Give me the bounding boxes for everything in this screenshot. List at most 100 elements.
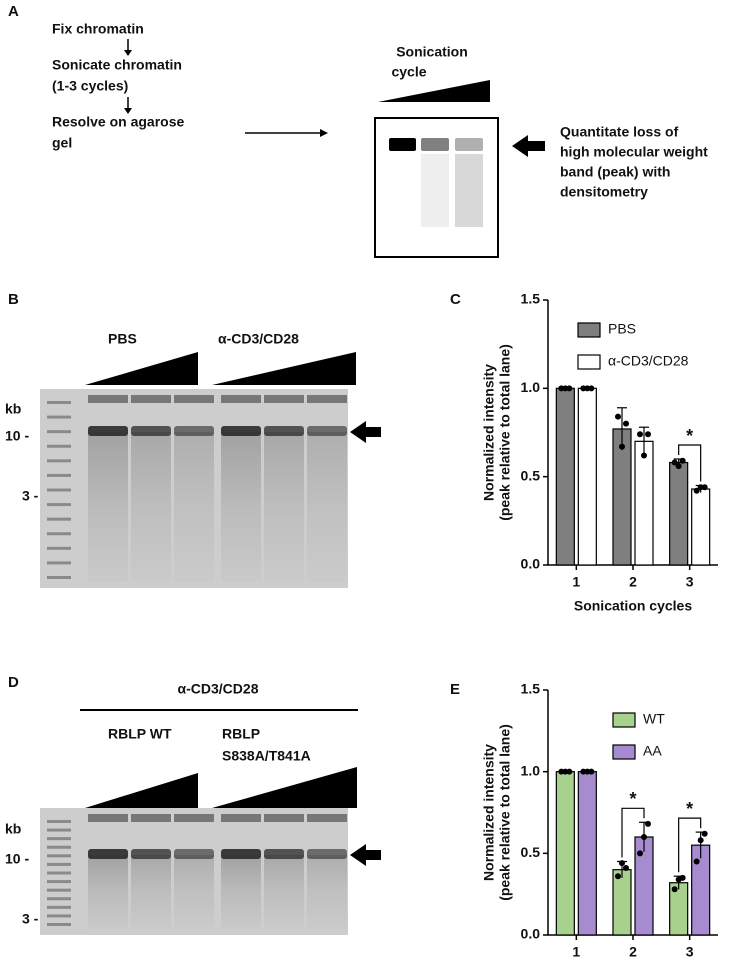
lane-smear — [307, 432, 347, 582]
step: gel — [52, 135, 72, 151]
kb-label: kb — [5, 401, 21, 417]
well — [174, 395, 214, 403]
ladder-band — [47, 905, 71, 909]
gel-image — [40, 389, 348, 588]
header: α-CD3/CD28 — [178, 681, 259, 697]
step: Sonicate chromatin — [52, 57, 182, 73]
hmw-band — [264, 426, 304, 436]
well — [264, 814, 304, 822]
ladder-band — [47, 517, 71, 521]
bar — [577, 387, 597, 566]
note: densitometry — [560, 184, 648, 200]
data-point — [671, 459, 678, 466]
well — [221, 395, 261, 403]
note: high molecular weight — [560, 144, 708, 160]
data-point — [637, 431, 643, 438]
ladder-band — [47, 862, 71, 866]
gradient-triangle — [85, 773, 198, 808]
bar — [612, 869, 632, 936]
group-label: PBS — [108, 331, 137, 347]
legend-swatch — [577, 354, 601, 370]
x-axis-label: Sonication cycles — [574, 598, 692, 614]
band — [389, 138, 416, 151]
ladder-band — [47, 473, 71, 477]
hmw-band — [221, 849, 261, 859]
data-point — [623, 420, 629, 427]
ladder-band — [47, 923, 71, 926]
bar — [691, 488, 711, 566]
data-point — [588, 385, 595, 392]
hmw-band — [131, 426, 171, 436]
data-point — [619, 860, 625, 867]
lane-smear — [221, 432, 261, 582]
panel-label: C — [450, 291, 461, 308]
ladder-band — [47, 415, 71, 419]
data-point — [679, 457, 686, 464]
group-label: α-CD3/CD28 — [218, 331, 299, 347]
y-axis-label: (peak relative to total lane) — [497, 344, 513, 521]
ladder-band — [47, 546, 71, 550]
legend-swatch — [612, 712, 636, 728]
arrow — [512, 135, 545, 157]
bar — [555, 771, 575, 936]
gradient-triangle — [378, 80, 490, 102]
data-point — [645, 820, 651, 827]
panel-label: B — [8, 291, 19, 308]
ladder-band — [47, 576, 71, 579]
data-point — [701, 830, 708, 837]
data-point — [566, 768, 573, 775]
kb-label: kb — [5, 821, 21, 837]
bar — [577, 771, 597, 936]
y-axis-label: (peak relative to total lane) — [497, 724, 513, 901]
size-marker: 10 - — [5, 428, 29, 444]
smear — [455, 154, 483, 227]
significance-mark: * — [686, 799, 693, 819]
arrow — [350, 421, 381, 443]
y-tick-label: 0.0 — [521, 926, 541, 942]
lane-smear — [307, 855, 347, 929]
band — [421, 138, 449, 151]
y-tick-label: 0.5 — [521, 844, 541, 860]
well — [88, 395, 128, 403]
data-point — [615, 413, 621, 420]
panel-label: A — [8, 3, 19, 20]
legend-label: WT — [643, 711, 665, 727]
well — [307, 395, 347, 403]
well — [307, 814, 347, 822]
x-tick-label: 1 — [572, 944, 580, 960]
legend-label: PBS — [608, 321, 636, 337]
legend-swatch — [612, 744, 636, 760]
hmw-band — [174, 426, 214, 436]
step: Fix chromatin — [52, 21, 144, 37]
smear — [421, 154, 449, 227]
data-point — [637, 850, 643, 857]
significance-bracket — [621, 807, 645, 858]
ladder-band — [47, 845, 71, 849]
note: band (peak) with — [560, 164, 670, 180]
lane-smear — [264, 432, 304, 582]
hmw-band — [221, 426, 261, 436]
legend-label: AA — [643, 743, 662, 759]
group-label: RBLP WT — [108, 726, 172, 742]
data-point — [641, 834, 647, 840]
lane-smear — [88, 432, 128, 582]
x-tick-label: 3 — [686, 574, 694, 590]
ladder-band — [47, 401, 71, 404]
lane-smear — [264, 855, 304, 929]
panel-label: E — [450, 681, 460, 698]
hmw-band — [174, 849, 214, 859]
hmw-band — [307, 426, 347, 436]
bar — [669, 461, 689, 566]
gel-image — [40, 808, 348, 935]
data-point — [566, 385, 573, 392]
significance-mark: * — [686, 426, 693, 446]
y-tick-label: 1.0 — [521, 379, 541, 395]
data-point — [645, 431, 651, 438]
size-marker: 3 - — [22, 488, 39, 504]
gradient-triangle — [85, 352, 198, 385]
data-point — [619, 443, 625, 450]
bar — [634, 440, 654, 566]
gradient-triangle — [212, 352, 356, 385]
well — [131, 395, 171, 403]
